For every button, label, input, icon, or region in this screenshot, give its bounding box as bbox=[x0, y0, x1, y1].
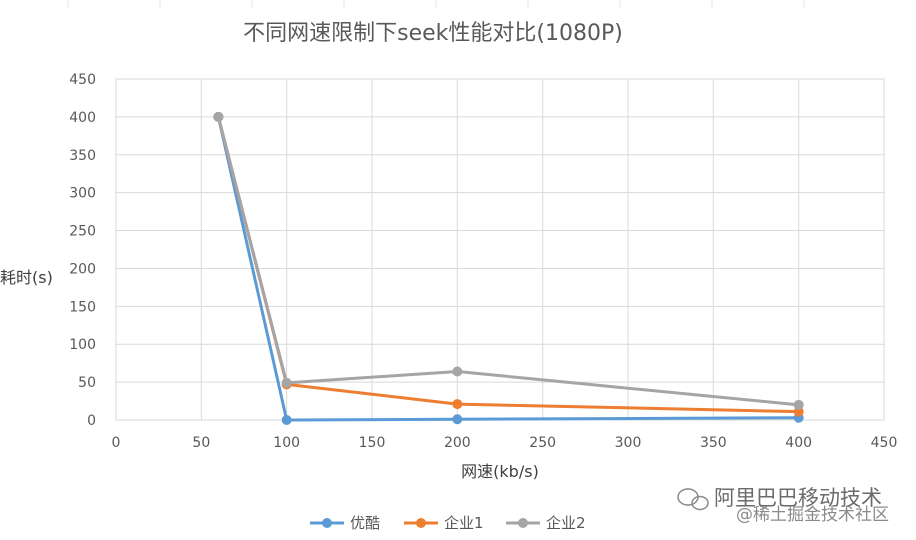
legend-marker-0 bbox=[322, 518, 332, 528]
chart-title: 不同网速限制下seek性能对比(1080P) bbox=[243, 21, 623, 46]
x-tick-labels: 0 50 100 150 200 250 300 350 400 450 bbox=[112, 435, 898, 451]
legend: 优酷 企业1 企业2 bbox=[310, 514, 586, 532]
y-tick-label-9: 450 bbox=[69, 72, 96, 88]
y-tick-label-4: 200 bbox=[69, 261, 96, 277]
x-tick-label-8: 400 bbox=[785, 435, 812, 451]
gridlines bbox=[115, 78, 885, 421]
series-line-1 bbox=[216, 116, 799, 414]
series-1-point-2 bbox=[452, 399, 463, 410]
series-2-point-0 bbox=[213, 111, 224, 122]
x-axis-label: 网速(kb/s) bbox=[461, 462, 539, 481]
y-tick-label-1: 50 bbox=[78, 375, 96, 391]
x-tick-label-3: 150 bbox=[359, 435, 386, 451]
series-0-point-1 bbox=[281, 415, 292, 425]
y-tick-label-5: 250 bbox=[69, 224, 96, 240]
y-tick-label-8: 400 bbox=[69, 110, 96, 126]
x-tick-label-9: 450 bbox=[871, 435, 898, 451]
x-tick-label-4: 200 bbox=[444, 435, 471, 451]
wechat-icon bbox=[677, 488, 709, 511]
series-lines bbox=[213, 111, 804, 425]
y-tick-label-6: 300 bbox=[69, 186, 96, 202]
legend-label-1: 企业1 bbox=[444, 514, 484, 532]
legend-marker-2 bbox=[518, 518, 528, 528]
y-tick-label-0: 0 bbox=[87, 413, 96, 429]
x-tick-label-1: 50 bbox=[192, 435, 210, 451]
x-tick-label-0: 0 bbox=[112, 435, 121, 451]
x-tick-label-2: 100 bbox=[273, 435, 300, 451]
watermark-main: 阿里巴巴移动技术 bbox=[714, 486, 882, 510]
sheet-grid-lines bbox=[67, 0, 805, 8]
x-tick-label-6: 300 bbox=[615, 435, 642, 451]
x-tick-label-5: 250 bbox=[529, 435, 556, 451]
series-2-point-2 bbox=[452, 366, 463, 377]
watermark-sub: @稀土掘金技术社区 bbox=[736, 505, 889, 525]
y-tick-label-2: 100 bbox=[69, 337, 96, 353]
watermark: 阿里巴巴移动技术 @稀土掘金技术社区 bbox=[677, 486, 889, 525]
series-0-point-2 bbox=[452, 414, 463, 425]
x-tick-label-7: 350 bbox=[700, 435, 727, 451]
series-2-point-1 bbox=[281, 377, 292, 388]
legend-label-2: 企业2 bbox=[546, 514, 586, 532]
legend-marker-1 bbox=[416, 518, 426, 528]
y-axis-label: 耗时(s) bbox=[0, 268, 53, 287]
series-line-0 bbox=[216, 116, 799, 422]
series-2-point-3 bbox=[793, 399, 804, 410]
y-tick-label-3: 150 bbox=[69, 299, 96, 315]
series-line-2 bbox=[216, 116, 799, 407]
y-tick-labels: 0 50 100 150 200 250 300 350 400 450 bbox=[69, 72, 96, 429]
y-tick-label-7: 350 bbox=[69, 148, 96, 164]
legend-label-0: 优酷 bbox=[350, 514, 380, 532]
